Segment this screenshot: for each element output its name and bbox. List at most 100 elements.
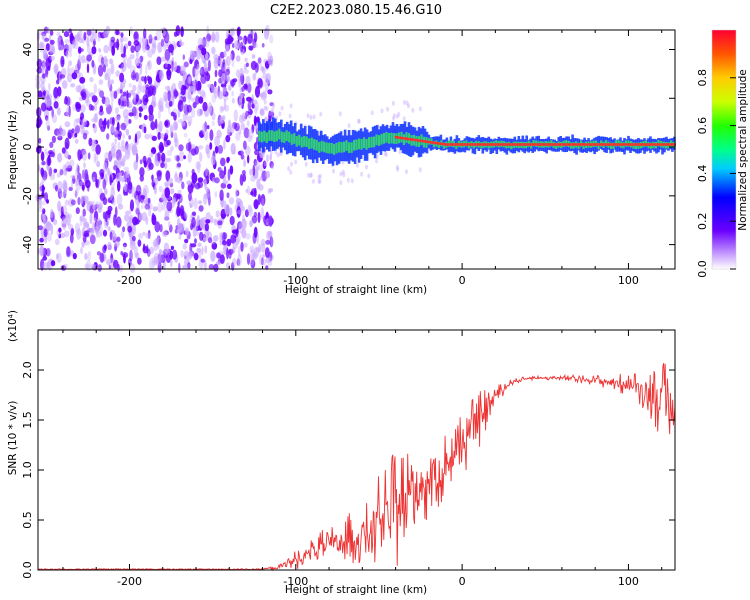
spectrogram-noise-dot <box>64 199 70 206</box>
spectrogram-noise-dot <box>137 239 142 247</box>
ridge-mid <box>657 140 660 147</box>
spectrogram-noise-dot <box>156 240 160 250</box>
spectrogram-noise-dot <box>70 180 74 188</box>
ridge-core <box>453 143 455 146</box>
spectrogram-noise-dot <box>243 242 248 248</box>
spectrogram-faint-dot <box>311 178 315 184</box>
spectrogram-noise-dot <box>85 260 92 272</box>
ridge-core <box>577 143 580 146</box>
ridge-core <box>566 143 568 146</box>
spectrogram-noise-dot <box>158 97 164 109</box>
spectrogram-noise-dot <box>58 227 62 233</box>
spectrogram-noise-dot <box>127 258 132 267</box>
spectrogram-noise-dot <box>96 160 100 168</box>
ridge-mid <box>318 142 321 153</box>
spectrogram-noise-dot <box>259 108 264 116</box>
spectrogram-noise-dot <box>170 188 175 195</box>
spectrogram-noise-dot <box>193 83 197 95</box>
spectrogram-noise-dot <box>71 175 76 185</box>
ridge-mid <box>437 141 440 149</box>
spectrogram-noise-dot <box>189 58 193 65</box>
ridge-core <box>609 143 611 146</box>
spectrogram-noise-dot <box>221 72 226 85</box>
spectrogram-faint-dot <box>289 103 293 109</box>
spectrogram-noise-dot <box>159 69 164 81</box>
colorbar-tick-label: 0.2 <box>696 212 709 230</box>
ridge-mid <box>392 133 396 144</box>
spectrogram-noise-dot <box>164 187 171 199</box>
ridge-core <box>496 143 498 146</box>
spectrogram-noise-dot <box>86 63 90 74</box>
spectrogram-faint-dot <box>367 173 371 179</box>
spectrogram-noise-dot <box>54 128 60 136</box>
spectrogram-noise-dot <box>86 29 92 36</box>
ridge-core <box>446 143 448 146</box>
spectrogram-noise-dot <box>117 113 121 119</box>
spectrogram-noise-dot <box>122 226 126 233</box>
spectrogram-noise-dot <box>205 144 210 155</box>
spectrogram-faint-dot <box>318 173 322 179</box>
spectrogram-noise-dot <box>112 259 119 269</box>
spectrogram-noise-dot <box>265 170 270 179</box>
spectrogram-noise-dot <box>53 101 59 109</box>
spectrogram-noise-dot <box>213 57 219 70</box>
spectrogram-noise-dot <box>103 244 107 251</box>
spectrogram-noise-dot <box>63 230 70 238</box>
spectrogram-noise-dot <box>197 242 202 248</box>
ridge-core <box>564 143 567 146</box>
spectrogram-noise-dot <box>159 144 165 152</box>
spectrogram-noise-dot <box>38 206 44 212</box>
spectrogram-noise-dot <box>56 31 61 37</box>
spectrogram-noise-dot <box>72 38 76 49</box>
spectrogram-noise-dot <box>168 44 175 53</box>
spectrogram-noise-dot <box>57 200 62 212</box>
spectrogram-noise-dot <box>50 55 55 61</box>
spectrogram-noise-dot <box>122 36 128 42</box>
spectrogram-noise-dot <box>56 36 62 48</box>
spectrogram-noise-dot <box>159 224 163 233</box>
spectrogram-noise-dot <box>135 208 140 215</box>
spectrogram-noise-dot <box>44 148 47 155</box>
ridge-core <box>559 143 562 146</box>
spectrogram-noise-dot <box>213 54 219 61</box>
spectrogram-noise-dot <box>173 132 178 143</box>
spectrogram-noise-dot <box>266 154 269 163</box>
spectrogram-noise-dot <box>135 205 139 216</box>
spectrogram-noise-dot <box>139 174 144 182</box>
spectrogram-noise-dot <box>229 79 236 87</box>
spectrogram-noise-dot <box>180 250 184 258</box>
ridge-core <box>666 143 668 146</box>
spectrogram-noise-dot <box>216 59 221 65</box>
spectrogram-noise-dot <box>40 102 47 112</box>
spectrogram-ylabel: Frequency (Hz) <box>7 110 19 189</box>
ridge-core <box>396 136 399 139</box>
ridge-core <box>421 139 424 143</box>
spectrogram-noise-dot <box>247 82 252 94</box>
spectrogram-noise-dot <box>81 118 87 128</box>
spectrogram-faint-dot <box>392 113 396 119</box>
ridge-core <box>474 143 477 146</box>
ridge-core <box>499 143 502 146</box>
spectrogram-noise-dot <box>145 232 151 239</box>
spectrogram-noise-dot <box>219 51 225 59</box>
spectrogram-noise-dot <box>118 156 123 165</box>
spectrogram-noise-dot <box>148 34 153 44</box>
spectrogram-faint-dot <box>405 100 409 106</box>
spectrogram-noise-dot <box>148 34 153 40</box>
spectrogram-noise-dot <box>216 252 221 259</box>
spectrogram-faint-dot <box>263 161 267 167</box>
ridge-core <box>624 143 626 146</box>
spectrogram-noise-dot <box>80 195 84 205</box>
x-tick-label: -200 <box>117 575 142 588</box>
spectrogram-noise-dot <box>120 35 124 43</box>
spectrogram-noise-dot <box>184 238 189 244</box>
spectrogram-noise-dot <box>75 118 81 124</box>
ridge-core <box>596 143 598 146</box>
spectrogram-noise-dot <box>157 131 161 140</box>
snr-exponent-label: (x10⁴) <box>7 310 19 342</box>
spectrogram-noise-dot <box>204 223 209 232</box>
spectrogram-faint-dot <box>341 169 345 175</box>
spectrogram-noise-dot <box>83 195 86 202</box>
spectrogram-noise-field <box>35 24 422 274</box>
spectrogram-noise-dot <box>164 48 171 61</box>
